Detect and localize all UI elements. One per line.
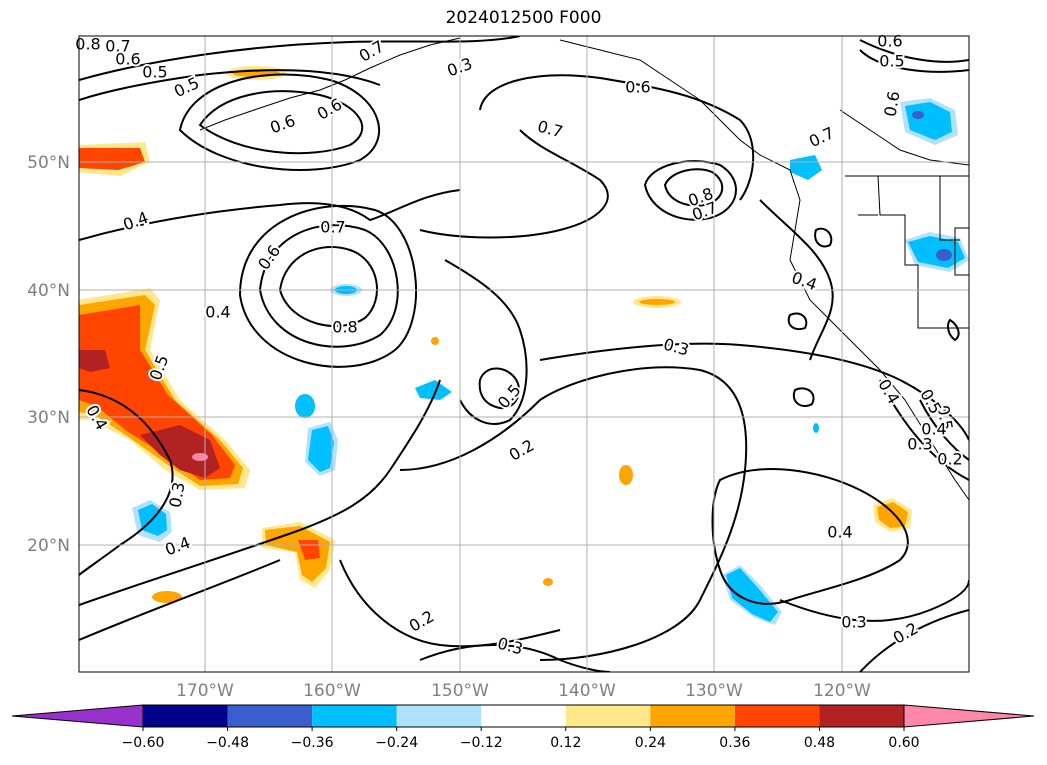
colorbar-segment xyxy=(312,705,397,727)
plot-frame xyxy=(78,35,970,673)
shade-e-blue2 xyxy=(908,236,965,268)
contour-label: 0.8 xyxy=(75,35,100,54)
colorbar-segment xyxy=(227,705,313,727)
shade-mid-blue xyxy=(415,380,452,400)
colorbar-tick-label: 0.60 xyxy=(888,735,919,751)
colorbar-tick-label: −0.36 xyxy=(291,735,334,751)
shade-west-pink xyxy=(192,453,208,461)
colorbar-ticks: −0.60 −0.48 −0.36 −0.24 −0.12 0.12 0.24 0.36 0.4… xyxy=(122,727,920,751)
lon-label: 150°W xyxy=(431,681,489,701)
contour-label: 0.5 xyxy=(142,63,167,82)
lat-label: 50°N xyxy=(27,153,70,173)
contour-label: 0.7 xyxy=(320,218,345,237)
shade-nw-red xyxy=(79,148,145,170)
colorbar-segment xyxy=(734,705,820,727)
shade-small-orange xyxy=(619,465,633,485)
colorbar-segment xyxy=(143,705,228,727)
colorbar-segment xyxy=(650,705,735,727)
colorbar-tick-label: 0.48 xyxy=(804,735,835,751)
shade-west-darkred2 xyxy=(140,425,220,478)
contour-lines xyxy=(79,36,969,672)
lon-label: 160°W xyxy=(303,681,361,701)
colorbar-tick-label: −0.48 xyxy=(206,735,249,751)
contour-label: 0.2 xyxy=(937,450,962,469)
shade-40n-orange2 xyxy=(639,299,675,305)
contour-label: 0.7 xyxy=(105,37,130,56)
colorbar-tick-label: −0.12 xyxy=(460,735,503,751)
lon-label: 140°W xyxy=(558,681,616,701)
colorbar-frame xyxy=(142,704,905,728)
gridlines xyxy=(79,36,969,672)
contour-label: 0.5 xyxy=(879,52,904,71)
shade-ne-blue3 xyxy=(912,111,924,119)
contour-label: 0.6 xyxy=(877,32,902,51)
colorbar-tick-label: −0.60 xyxy=(122,735,165,751)
shade-coast-blue xyxy=(790,155,822,180)
colorbar-tick-label: 0.12 xyxy=(550,735,581,751)
shade-small-blue xyxy=(295,394,315,418)
contour-label: 0.4 xyxy=(827,523,852,542)
plot-area xyxy=(79,36,969,672)
contour-label: 0.6 xyxy=(625,78,650,97)
colorbar xyxy=(11,704,1035,728)
colorbar-segment xyxy=(819,705,904,727)
lon-label: 130°W xyxy=(685,681,743,701)
shade-tiny-orange2 xyxy=(543,578,553,586)
longitude-labels: 170°W 160°W 150°W 140°W 130°W 120°W xyxy=(176,681,871,701)
lat-label: 30°N xyxy=(27,408,70,428)
lon-label: 120°W xyxy=(813,681,871,701)
colorbar-segment xyxy=(396,705,482,727)
colorbar-extend-low xyxy=(11,704,144,728)
lat-label: 20°N xyxy=(27,536,70,556)
shade-tiny-blue xyxy=(813,423,819,433)
shade-central-blue2 xyxy=(308,426,334,472)
colorbar-tick-label: −0.24 xyxy=(375,735,418,751)
shade-sw-orange xyxy=(152,591,182,603)
contour-label: 0.3 xyxy=(841,613,866,632)
lat-label: 40°N xyxy=(27,281,70,301)
colorbar-tick-label: 0.24 xyxy=(635,735,666,751)
shade-e-blue3 xyxy=(936,249,952,261)
colorbar-segment xyxy=(481,705,566,727)
latitude-labels: 50°N 40°N 30°N 20°N xyxy=(27,153,70,556)
colorbar-tick-label: 0.36 xyxy=(719,735,750,751)
contour-label: 0.4 xyxy=(205,303,230,322)
lon-label: 170°W xyxy=(176,681,234,701)
colorbar-extend-high xyxy=(903,704,1035,728)
shade-se-blue2 xyxy=(726,568,778,622)
shaded-anomalies xyxy=(79,66,969,625)
contour-label: 0.4 xyxy=(921,420,946,439)
contour-label: 0.6 xyxy=(115,50,140,69)
colorbar-segment xyxy=(565,705,651,727)
contour-label: 0.3 xyxy=(907,435,932,454)
shade-tiny-orange xyxy=(431,337,439,345)
map-title: 2024012500 F000 xyxy=(445,8,602,28)
contour-label: 0.8 xyxy=(332,318,357,337)
shade-west-darkred xyxy=(79,350,110,372)
